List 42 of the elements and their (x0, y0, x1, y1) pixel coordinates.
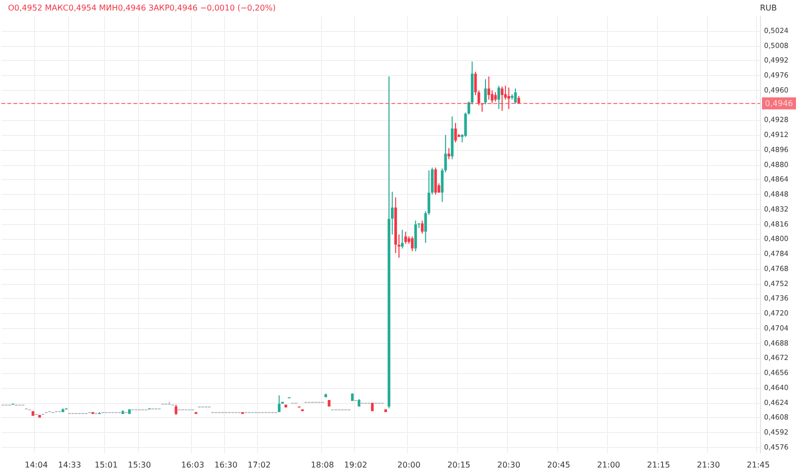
text: О0,4952 МАКС0,4954 МИН0,4946 ЗАКР0,4946 −0,0010 (−0,20%) (8, 4, 276, 12)
candlestick (404, 231, 407, 244)
candlestick (371, 402, 374, 412)
x-tick-label: 20:45 (547, 460, 570, 469)
candlestick (420, 220, 424, 234)
x-tick-label: 21:30 (696, 460, 720, 469)
x-tick-label: 19:02 (344, 460, 368, 469)
candlestick (487, 76, 490, 100)
x-tick-label: 18:08 (310, 460, 334, 469)
candlestick (98, 412, 101, 414)
candlestick (414, 220, 417, 252)
candlestick (328, 400, 330, 407)
candlestick (128, 409, 131, 414)
candlestick (394, 196, 397, 254)
x-tick-label: 15:30 (128, 460, 151, 469)
candlestick (450, 116, 454, 160)
candlestick (351, 393, 354, 401)
x-tick-label: 17:02 (248, 460, 271, 469)
x-tick-label: 21:15 (646, 460, 670, 469)
x-tick-label: 21:00 (597, 460, 620, 469)
x-tick-label: 20:30 (497, 460, 520, 469)
candlestick (358, 398, 360, 407)
x-tick-label: 16:03 (181, 460, 204, 469)
candlestick (448, 148, 450, 160)
candlestick (454, 122, 457, 143)
y-axis-title: RUB (760, 4, 777, 12)
candlestick (278, 394, 281, 412)
candlestick (121, 410, 124, 414)
ref-line-label: 0,4946 (765, 98, 793, 108)
x-tick-label: 16:30 (214, 460, 238, 469)
candlestick (497, 85, 500, 110)
x-tick-label: 20:15 (447, 460, 470, 469)
x-tick-label: 14:04 (24, 460, 48, 469)
x-tick-label: 21:45 (746, 460, 770, 469)
candlestick (434, 167, 437, 196)
candlestick (388, 76, 390, 409)
candlestick (284, 404, 288, 408)
x-tick-label: 14:33 (58, 460, 82, 469)
x-tick-label: 15:01 (94, 460, 118, 469)
candlestick (32, 411, 34, 416)
x-tick-label: 20:00 (397, 460, 420, 469)
candlestick (174, 404, 178, 416)
